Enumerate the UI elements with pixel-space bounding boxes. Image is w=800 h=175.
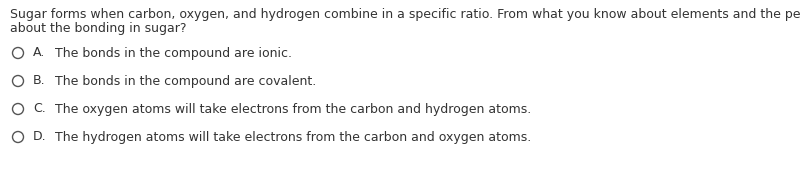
Text: The hydrogen atoms will take electrons from the carbon and oxygen atoms.: The hydrogen atoms will take electrons f…: [55, 131, 531, 144]
Text: The oxygen atoms will take electrons from the carbon and hydrogen atoms.: The oxygen atoms will take electrons fro…: [55, 103, 531, 116]
Text: about the bonding in sugar?: about the bonding in sugar?: [10, 22, 186, 35]
Text: Sugar forms when carbon, oxygen, and hydrogen combine in a specific ratio. From : Sugar forms when carbon, oxygen, and hyd…: [10, 8, 800, 21]
Text: The bonds in the compound are covalent.: The bonds in the compound are covalent.: [55, 75, 316, 88]
Text: The bonds in the compound are ionic.: The bonds in the compound are ionic.: [55, 47, 292, 60]
Text: A.: A.: [33, 47, 46, 60]
Text: B.: B.: [33, 75, 46, 88]
Text: C.: C.: [33, 103, 46, 116]
Text: D.: D.: [33, 131, 46, 144]
